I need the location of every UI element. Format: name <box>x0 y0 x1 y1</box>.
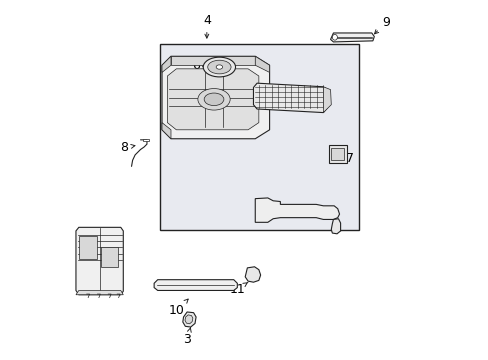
Polygon shape <box>253 83 326 113</box>
Bar <box>328 145 346 163</box>
Polygon shape <box>162 56 171 72</box>
Ellipse shape <box>203 57 235 77</box>
Polygon shape <box>171 56 255 65</box>
Ellipse shape <box>216 65 222 69</box>
Polygon shape <box>167 69 258 130</box>
Polygon shape <box>143 139 149 141</box>
Polygon shape <box>255 56 269 72</box>
Polygon shape <box>330 33 373 42</box>
Text: 10: 10 <box>168 299 188 318</box>
Bar <box>79 235 97 259</box>
Text: 2: 2 <box>254 202 262 215</box>
Polygon shape <box>76 227 123 295</box>
Text: 4: 4 <box>203 14 210 38</box>
Ellipse shape <box>332 35 337 40</box>
Bar <box>101 247 118 267</box>
Bar <box>160 44 359 230</box>
Ellipse shape <box>203 93 224 105</box>
Text: 3: 3 <box>183 328 191 346</box>
Text: 5: 5 <box>236 80 248 93</box>
Text: 1: 1 <box>76 265 91 280</box>
Text: 8: 8 <box>120 141 135 154</box>
Ellipse shape <box>207 60 230 74</box>
Bar <box>330 148 343 160</box>
Text: 7: 7 <box>340 152 354 165</box>
Polygon shape <box>183 312 196 327</box>
Polygon shape <box>184 315 192 324</box>
Polygon shape <box>244 267 260 282</box>
Text: 6: 6 <box>192 59 205 72</box>
Polygon shape <box>154 280 237 291</box>
Text: 9: 9 <box>374 16 389 34</box>
Ellipse shape <box>198 89 230 110</box>
Polygon shape <box>76 291 123 295</box>
Text: 11: 11 <box>229 282 247 296</box>
Polygon shape <box>330 219 340 234</box>
Polygon shape <box>323 87 330 113</box>
Polygon shape <box>255 198 339 222</box>
Polygon shape <box>162 123 171 139</box>
Polygon shape <box>162 56 269 139</box>
